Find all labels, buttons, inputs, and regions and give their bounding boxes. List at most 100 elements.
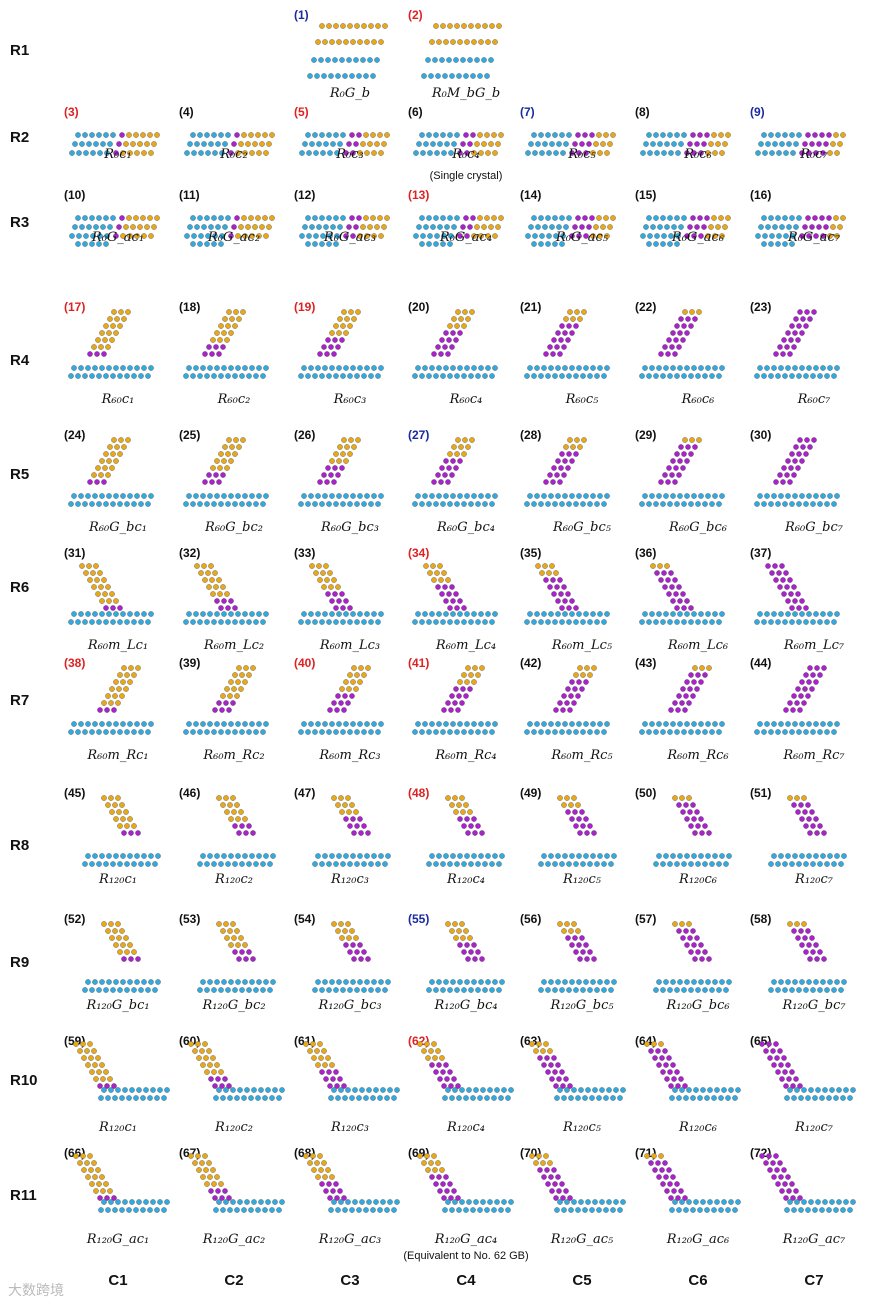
atom [777, 1048, 783, 1054]
atom [117, 619, 123, 625]
atom [239, 729, 245, 735]
atom [652, 1167, 658, 1173]
structure-caption: R₆₀m_Lc₂ [203, 638, 265, 653]
atom [371, 365, 377, 371]
atom [328, 344, 334, 350]
atom [340, 373, 346, 379]
atom [335, 73, 341, 79]
atom [345, 1199, 351, 1205]
atom [420, 150, 426, 156]
atom [468, 861, 474, 867]
atom [150, 1199, 156, 1205]
atom [364, 233, 370, 239]
atom [604, 493, 610, 499]
structure-number: (51) [750, 786, 772, 800]
atom [377, 132, 383, 138]
atom [803, 949, 809, 955]
atom [68, 373, 74, 379]
atom [813, 679, 819, 685]
atom [501, 1199, 507, 1205]
atom [716, 619, 722, 625]
atom [700, 1199, 706, 1205]
atom [433, 729, 439, 735]
atom [653, 619, 659, 625]
atom [707, 1087, 713, 1093]
atom [674, 987, 680, 993]
atom [200, 493, 206, 499]
atom [113, 853, 119, 859]
atom [253, 987, 259, 993]
atom [449, 73, 455, 79]
atom [475, 501, 481, 507]
atom [442, 344, 448, 350]
atom [113, 458, 119, 464]
atom [555, 598, 561, 604]
atom [757, 493, 763, 499]
atom [485, 611, 491, 617]
atom [780, 351, 786, 357]
atom [134, 979, 140, 985]
atom [808, 1199, 814, 1205]
atom [695, 729, 701, 735]
atom [265, 1087, 271, 1093]
atom [804, 437, 810, 443]
atom [374, 224, 380, 230]
atom [370, 73, 376, 79]
atom [204, 241, 210, 247]
atom [569, 233, 575, 239]
atom [797, 1083, 803, 1089]
atom [475, 672, 481, 678]
atom [815, 1199, 821, 1205]
atom [346, 224, 352, 230]
atom [308, 493, 314, 499]
atom [561, 1095, 567, 1101]
atom [447, 861, 453, 867]
atom [422, 493, 428, 499]
atom [725, 1095, 731, 1101]
atom [102, 591, 108, 597]
atom [86, 141, 92, 147]
atom [692, 830, 698, 836]
atom [705, 979, 711, 985]
atom [692, 316, 698, 322]
structure-caption: R₆₀c₄ [449, 392, 483, 407]
atom [534, 611, 540, 617]
atom [148, 853, 154, 859]
atom [698, 679, 704, 685]
atom [82, 619, 88, 625]
atom [131, 949, 137, 955]
atom [364, 150, 370, 156]
atom [114, 444, 120, 450]
atom [315, 365, 321, 371]
atom [440, 619, 446, 625]
atom [667, 241, 673, 247]
atom [559, 861, 565, 867]
atom [269, 1207, 275, 1213]
atom [810, 987, 816, 993]
atom [198, 150, 204, 156]
atom [677, 493, 683, 499]
structure-number: (47) [294, 786, 316, 800]
atom [464, 942, 470, 948]
atom [664, 1076, 670, 1082]
atom [557, 1199, 563, 1205]
atom [757, 721, 763, 727]
atom [148, 979, 154, 985]
atom [768, 241, 774, 247]
atom [99, 853, 105, 859]
atom [119, 215, 125, 221]
atom [127, 233, 133, 239]
atom [343, 679, 349, 685]
atom [455, 707, 461, 713]
atom [610, 215, 616, 221]
atom [113, 979, 119, 985]
atom [704, 1095, 710, 1101]
atom [463, 802, 469, 808]
atom [333, 241, 339, 247]
atom [241, 132, 247, 138]
atom [674, 619, 680, 625]
atom [678, 224, 684, 230]
atom [780, 577, 786, 583]
atom [593, 141, 599, 147]
atom [553, 1195, 559, 1201]
